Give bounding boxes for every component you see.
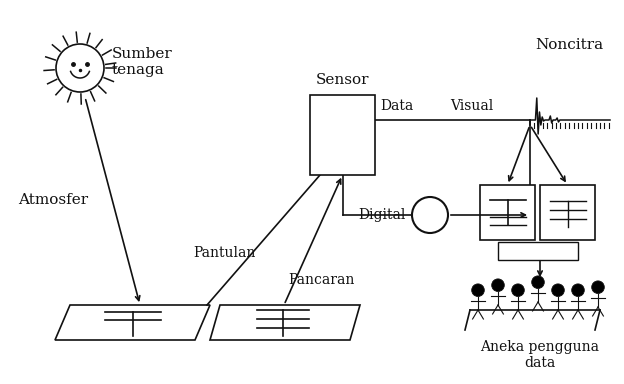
Text: Noncitra: Noncitra <box>535 38 603 52</box>
Circle shape <box>56 44 104 92</box>
Text: Citra: Citra <box>520 250 555 264</box>
Bar <box>310 95 375 175</box>
Polygon shape <box>55 305 210 340</box>
Bar <box>480 185 535 240</box>
Text: Sumber
tenaga: Sumber tenaga <box>112 47 173 77</box>
Circle shape <box>412 197 448 233</box>
Circle shape <box>592 281 604 293</box>
Text: Sensor: Sensor <box>316 73 369 87</box>
Text: Pantulan: Pantulan <box>193 246 255 260</box>
Circle shape <box>512 284 524 296</box>
Text: Digital: Digital <box>359 208 406 222</box>
Text: Pancaran: Pancaran <box>288 273 354 287</box>
Circle shape <box>552 284 564 296</box>
Text: Visual: Visual <box>450 99 493 113</box>
Circle shape <box>492 279 504 291</box>
Circle shape <box>572 284 584 296</box>
Circle shape <box>532 276 544 288</box>
Circle shape <box>472 284 484 296</box>
Text: Atmosfer: Atmosfer <box>18 193 88 207</box>
Text: Data: Data <box>380 99 413 113</box>
Polygon shape <box>210 305 360 340</box>
Bar <box>497 242 577 260</box>
Bar <box>540 185 595 240</box>
Text: Aneka pengguna
data: Aneka pengguna data <box>480 340 600 370</box>
